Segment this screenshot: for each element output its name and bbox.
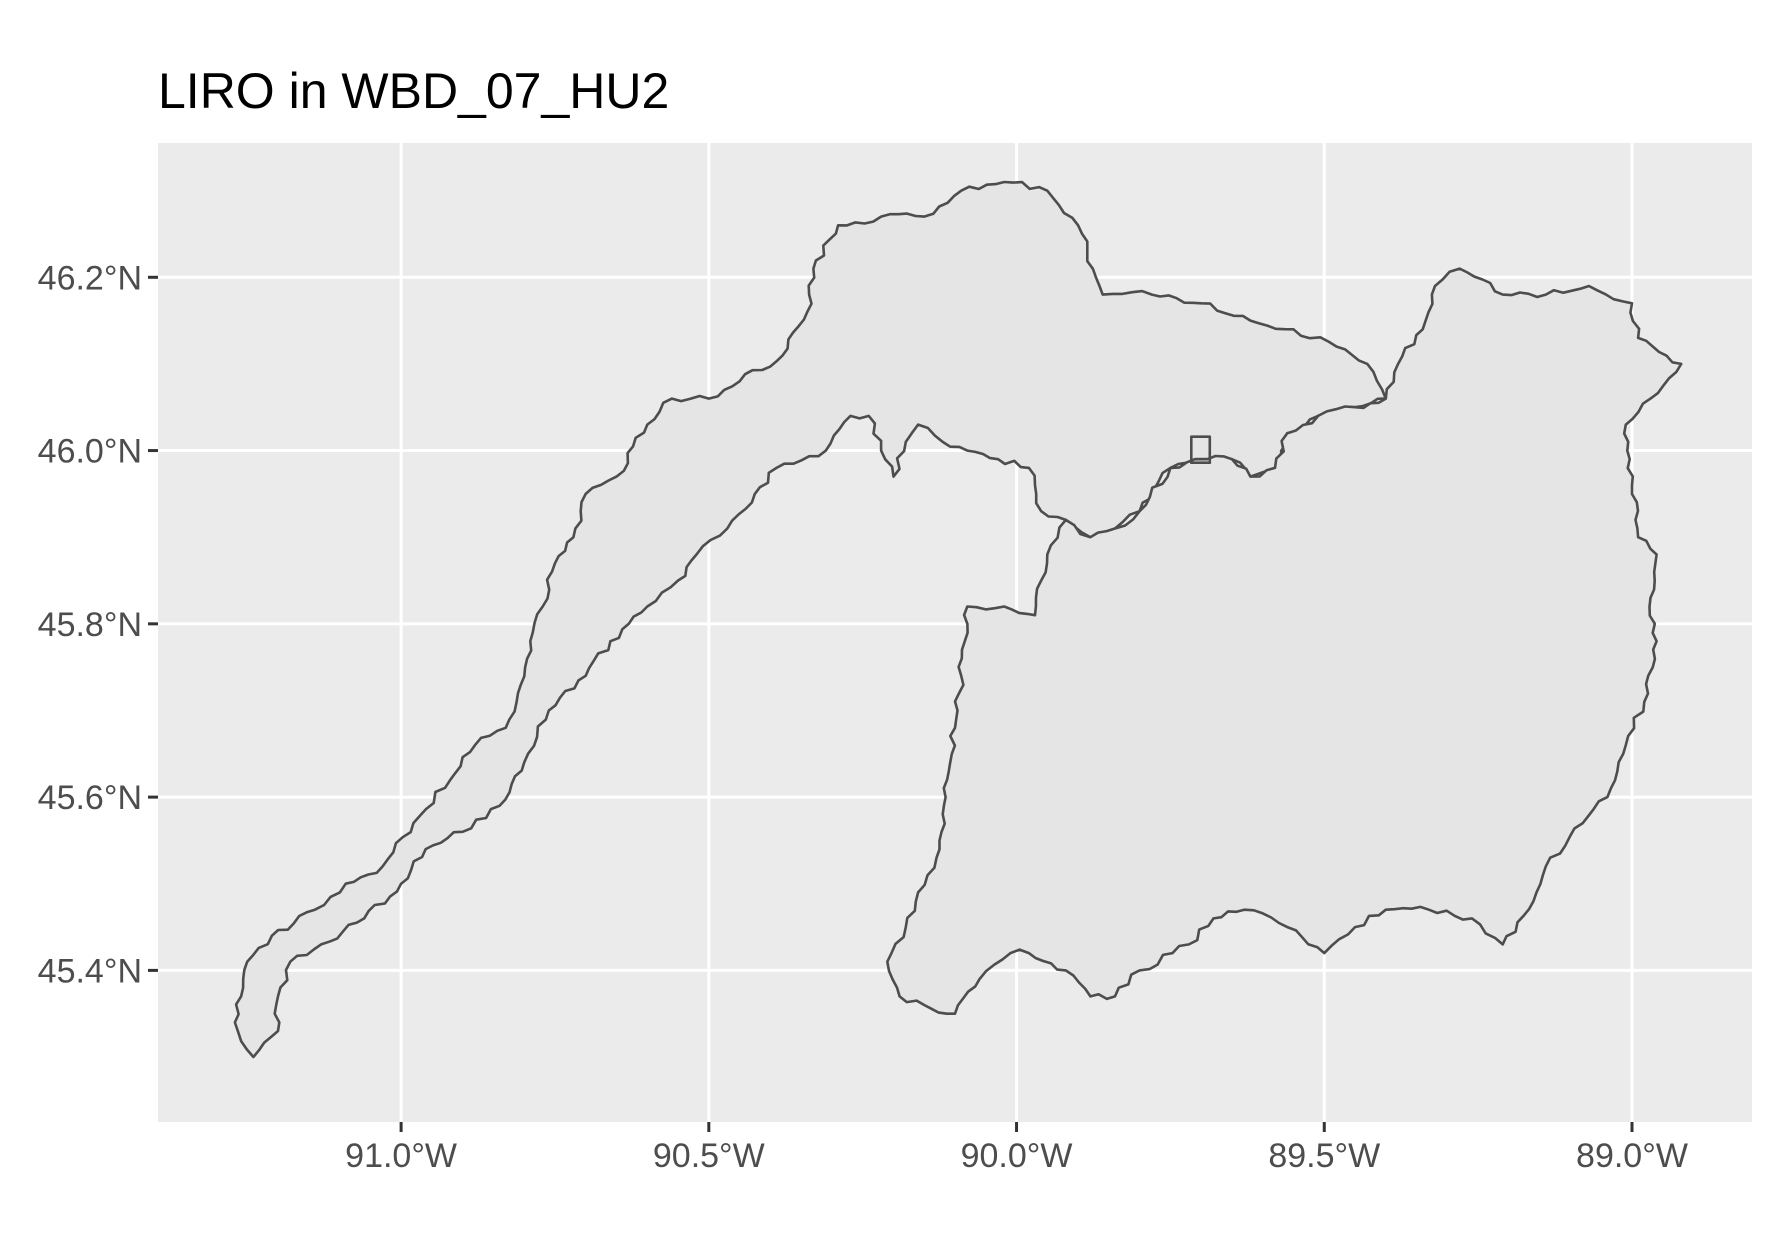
- east-watershed-polygon: [886, 267, 1683, 1015]
- y-tick-label-2: 45.8°N: [38, 606, 142, 644]
- y-tick-label-4: 45.4°N: [38, 952, 142, 990]
- west-watershed-polygon: [233, 180, 1388, 1059]
- x-tick-label-3: 89.5°W: [1268, 1137, 1380, 1175]
- x-tick-label-4: 89.0°W: [1576, 1137, 1688, 1175]
- x-tick-label-2: 90.0°W: [961, 1137, 1073, 1175]
- liro-site-marker-polygon: [1190, 435, 1212, 464]
- x-tick-label-1: 90.5°W: [653, 1137, 765, 1175]
- x-tick-label-0: 91.0°W: [345, 1137, 457, 1175]
- axis-tick-labels: 91.0°W 90.5°W 90.0°W 89.5°W 89.0°W 46.2°N 46.0…: [38, 259, 1688, 1175]
- y-tick-label-1: 46.0°N: [38, 433, 142, 471]
- y-tick-label-0: 46.2°N: [38, 259, 142, 297]
- axis-ticks: [148, 275, 1634, 1132]
- map-title: LIRO in WBD_07_HU2: [158, 63, 669, 119]
- watershed-boundaries: [233, 180, 1683, 1059]
- y-tick-label-3: 45.6°N: [38, 779, 142, 817]
